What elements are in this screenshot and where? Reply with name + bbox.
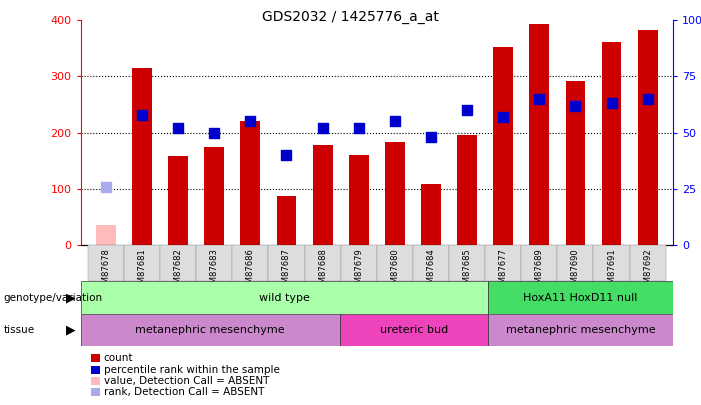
Bar <box>88 245 124 281</box>
Bar <box>132 68 152 245</box>
Bar <box>566 81 585 245</box>
Bar <box>81 314 340 346</box>
Bar <box>124 245 160 281</box>
Point <box>317 125 328 131</box>
Point <box>426 134 437 141</box>
Point <box>353 125 365 131</box>
Text: GDS2032 / 1425776_a_at: GDS2032 / 1425776_a_at <box>262 10 439 24</box>
Text: value, Detection Call = ABSENT: value, Detection Call = ABSENT <box>104 376 269 386</box>
Text: GSM87677: GSM87677 <box>498 248 508 294</box>
Text: metanephric mesenchyme: metanephric mesenchyme <box>135 325 285 335</box>
Bar <box>349 155 369 245</box>
Bar <box>196 245 232 281</box>
Bar <box>313 145 332 245</box>
Text: metanephric mesenchyme: metanephric mesenchyme <box>505 325 655 335</box>
Text: GSM87691: GSM87691 <box>607 248 616 294</box>
Bar <box>488 281 673 314</box>
Bar <box>485 245 522 281</box>
Text: HoxA11 HoxD11 null: HoxA11 HoxD11 null <box>523 293 638 303</box>
Bar <box>96 225 116 245</box>
Bar <box>340 314 488 346</box>
Text: rank, Detection Call = ABSENT: rank, Detection Call = ABSENT <box>104 388 264 397</box>
Text: genotype/variation: genotype/variation <box>4 293 102 303</box>
Bar <box>304 245 341 281</box>
Bar <box>385 142 404 245</box>
Text: tissue: tissue <box>4 325 34 335</box>
Text: GSM87684: GSM87684 <box>426 248 435 294</box>
Point <box>172 125 184 131</box>
Text: GSM87682: GSM87682 <box>174 248 183 294</box>
Bar <box>488 314 673 346</box>
Text: GSM87686: GSM87686 <box>246 248 255 294</box>
Text: ▶: ▶ <box>66 291 76 304</box>
Point <box>533 96 545 102</box>
Bar <box>494 47 513 245</box>
Bar <box>168 156 188 245</box>
Bar <box>601 42 622 245</box>
Bar <box>594 245 629 281</box>
Point <box>570 102 581 109</box>
Bar <box>457 135 477 245</box>
Bar <box>638 30 658 245</box>
Text: GSM87692: GSM87692 <box>644 248 652 294</box>
Bar <box>413 245 449 281</box>
Bar <box>277 196 297 245</box>
Bar <box>557 245 594 281</box>
Point <box>389 118 400 125</box>
Bar <box>377 245 413 281</box>
Bar <box>268 245 304 281</box>
Bar <box>449 245 485 281</box>
Bar <box>421 184 441 245</box>
Text: GSM87690: GSM87690 <box>571 248 580 294</box>
Text: GSM87683: GSM87683 <box>210 248 219 294</box>
Text: GSM87681: GSM87681 <box>137 248 147 294</box>
Text: ▶: ▶ <box>66 324 76 337</box>
Point <box>245 118 256 125</box>
Text: ureteric bud: ureteric bud <box>380 325 448 335</box>
Bar <box>529 24 550 245</box>
Point <box>498 114 509 120</box>
Bar <box>522 245 557 281</box>
Bar <box>232 245 268 281</box>
Point <box>642 96 653 102</box>
Point <box>281 152 292 158</box>
Bar <box>160 245 196 281</box>
Bar <box>629 245 666 281</box>
Text: percentile rank within the sample: percentile rank within the sample <box>104 365 280 375</box>
Point <box>606 100 617 107</box>
Text: GSM87678: GSM87678 <box>102 248 110 294</box>
Point <box>209 130 220 136</box>
Text: GSM87679: GSM87679 <box>354 248 363 294</box>
Text: GSM87685: GSM87685 <box>463 248 472 294</box>
Point <box>100 183 111 190</box>
Text: GSM87689: GSM87689 <box>535 248 544 294</box>
Text: wild type: wild type <box>259 293 310 303</box>
Point <box>461 107 472 113</box>
Bar <box>341 245 377 281</box>
Bar <box>204 147 224 245</box>
Bar <box>240 122 260 245</box>
Text: GSM87688: GSM87688 <box>318 248 327 294</box>
Text: GSM87680: GSM87680 <box>390 248 400 294</box>
Point <box>137 111 148 118</box>
Bar <box>81 281 488 314</box>
Text: GSM87687: GSM87687 <box>282 248 291 294</box>
Text: count: count <box>104 354 133 363</box>
